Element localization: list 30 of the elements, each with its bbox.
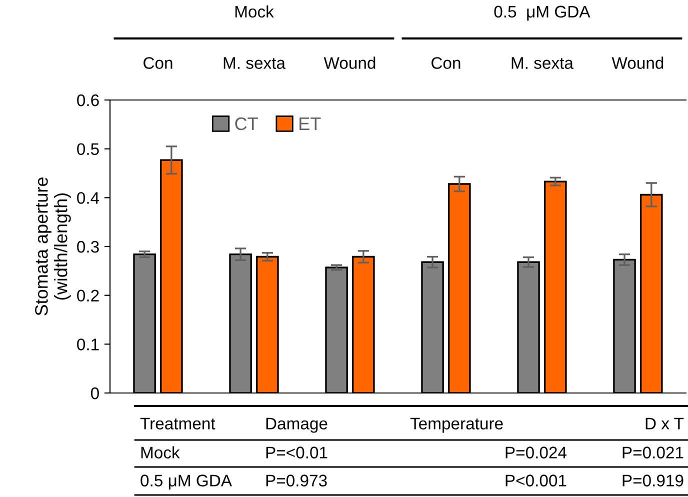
text: P<0.001 [506,474,566,486]
text: P=0.919 [622,474,684,486]
y-tick-label: 0.6 [77,94,99,106]
text: Mock [141,446,180,458]
text: P=0.973 [266,474,327,486]
x-tick-label: Wound [324,56,376,69]
text: 0.5 μM GDA [494,6,590,21]
text: D x T [646,418,684,430]
y-tick-label: 0.4 [77,192,100,204]
x-tick-label: M. sexta [512,57,574,69]
legend-label: CT [235,117,258,130]
legend-label: ET [300,118,321,130]
text: Temperature [410,418,503,433]
x-tick-label: Con [144,57,172,69]
y-tick-label: 0.3 [77,240,99,253]
y-tick-label: 0.2 [77,290,99,302]
text: P=0.024 [506,446,567,458]
y-axis-title: Stomata aperture (width/length) [35,178,71,316]
text: Damage [266,418,328,433]
text: 0.5 μM GDA [140,474,232,490]
x-tick-label: Con [432,57,460,69]
text: Treatment [140,418,216,430]
y-tick-label: 0.1 [77,338,99,350]
x-tick-label: Wound [612,56,664,69]
y-tick-label: 0.5 [77,143,99,156]
text: P=<0.01 [266,446,328,458]
y-tick-label: 0 [90,387,99,400]
x-tick-label: M. sexta [224,57,286,69]
text: P=0.021 [622,446,684,458]
text: Mock [235,5,274,18]
